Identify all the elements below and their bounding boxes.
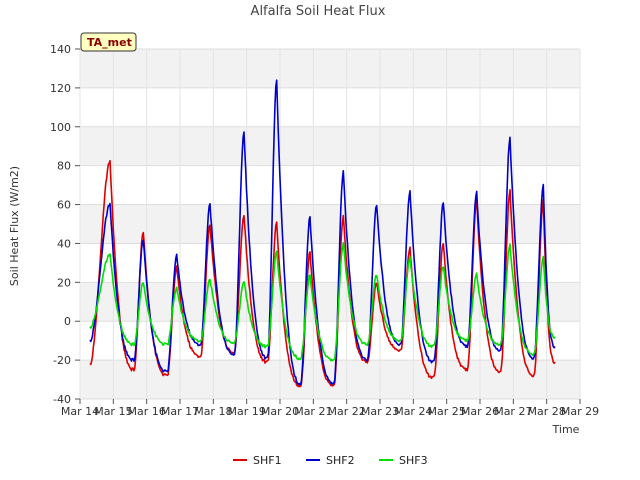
x-tick-label: Mar 24	[394, 405, 432, 418]
x-tick-label: Mar 28	[528, 405, 566, 418]
x-tick-label: Mar 23	[361, 405, 399, 418]
y-tick-label: 100	[50, 121, 71, 134]
plot-band	[80, 49, 580, 88]
legend: SHF1 SHF2 SHF3	[233, 454, 428, 467]
plot-band	[80, 360, 580, 399]
plot-bands	[80, 49, 580, 399]
plot-band	[80, 126, 580, 166]
chart-title: Alfalfa Soil Heat Flux	[251, 4, 386, 19]
x-tick-label: Mar 29	[561, 405, 599, 418]
y-tick-label: 80	[57, 160, 71, 173]
legend-label-shf3: SHF3	[399, 454, 428, 467]
legend-label-shf2: SHF2	[326, 454, 355, 467]
series-line-shf3	[89, 242, 556, 362]
ta-met-badge-box	[80, 32, 137, 52]
x-tick-label: Mar 19	[228, 405, 266, 418]
grid-lines	[79, 48, 581, 400]
x-tick-label: Mar 14	[61, 405, 99, 418]
y-tick-label: 140	[50, 43, 71, 56]
y-tick-label: 120	[50, 82, 71, 95]
y-tick-label: 60	[57, 199, 71, 212]
y-tick-label: 40	[57, 237, 71, 250]
x-tick-label: Mar 20	[261, 405, 299, 418]
y-tick-label: 20	[57, 276, 71, 289]
x-tick-label: Mar 16	[128, 405, 166, 418]
legend-label-shf1: SHF1	[253, 454, 282, 467]
x-tick-label: Mar 15	[94, 405, 132, 418]
ta-met-badge: TA_met	[80, 32, 137, 52]
series-layer	[89, 79, 556, 388]
y-tick-label: 0	[64, 315, 71, 328]
x-tick-label: Mar 18	[194, 405, 232, 418]
plot-band	[80, 204, 580, 244]
x-tick-label: Mar 27	[494, 405, 532, 418]
series-line-shf2	[89, 79, 556, 386]
y-tick-label: -40	[53, 393, 71, 406]
plot-band	[80, 282, 580, 322]
y-tick-label: -20	[53, 354, 71, 367]
y-axis: -40 -20 0 20 40 60 80 100 120 140	[50, 43, 80, 406]
x-tick-label: Mar 25	[428, 405, 466, 418]
x-axis-title: Time	[552, 423, 580, 436]
x-tick-label: Mar 21	[294, 405, 332, 418]
x-tick-label: Mar 26	[461, 405, 499, 418]
y-axis-title: Soil Heat Flux (W/m2)	[8, 166, 21, 286]
x-tick-label: Mar 17	[161, 405, 199, 418]
x-tick-label: Mar 22	[328, 405, 366, 418]
ta-met-badge-label: TA_met	[87, 36, 132, 49]
